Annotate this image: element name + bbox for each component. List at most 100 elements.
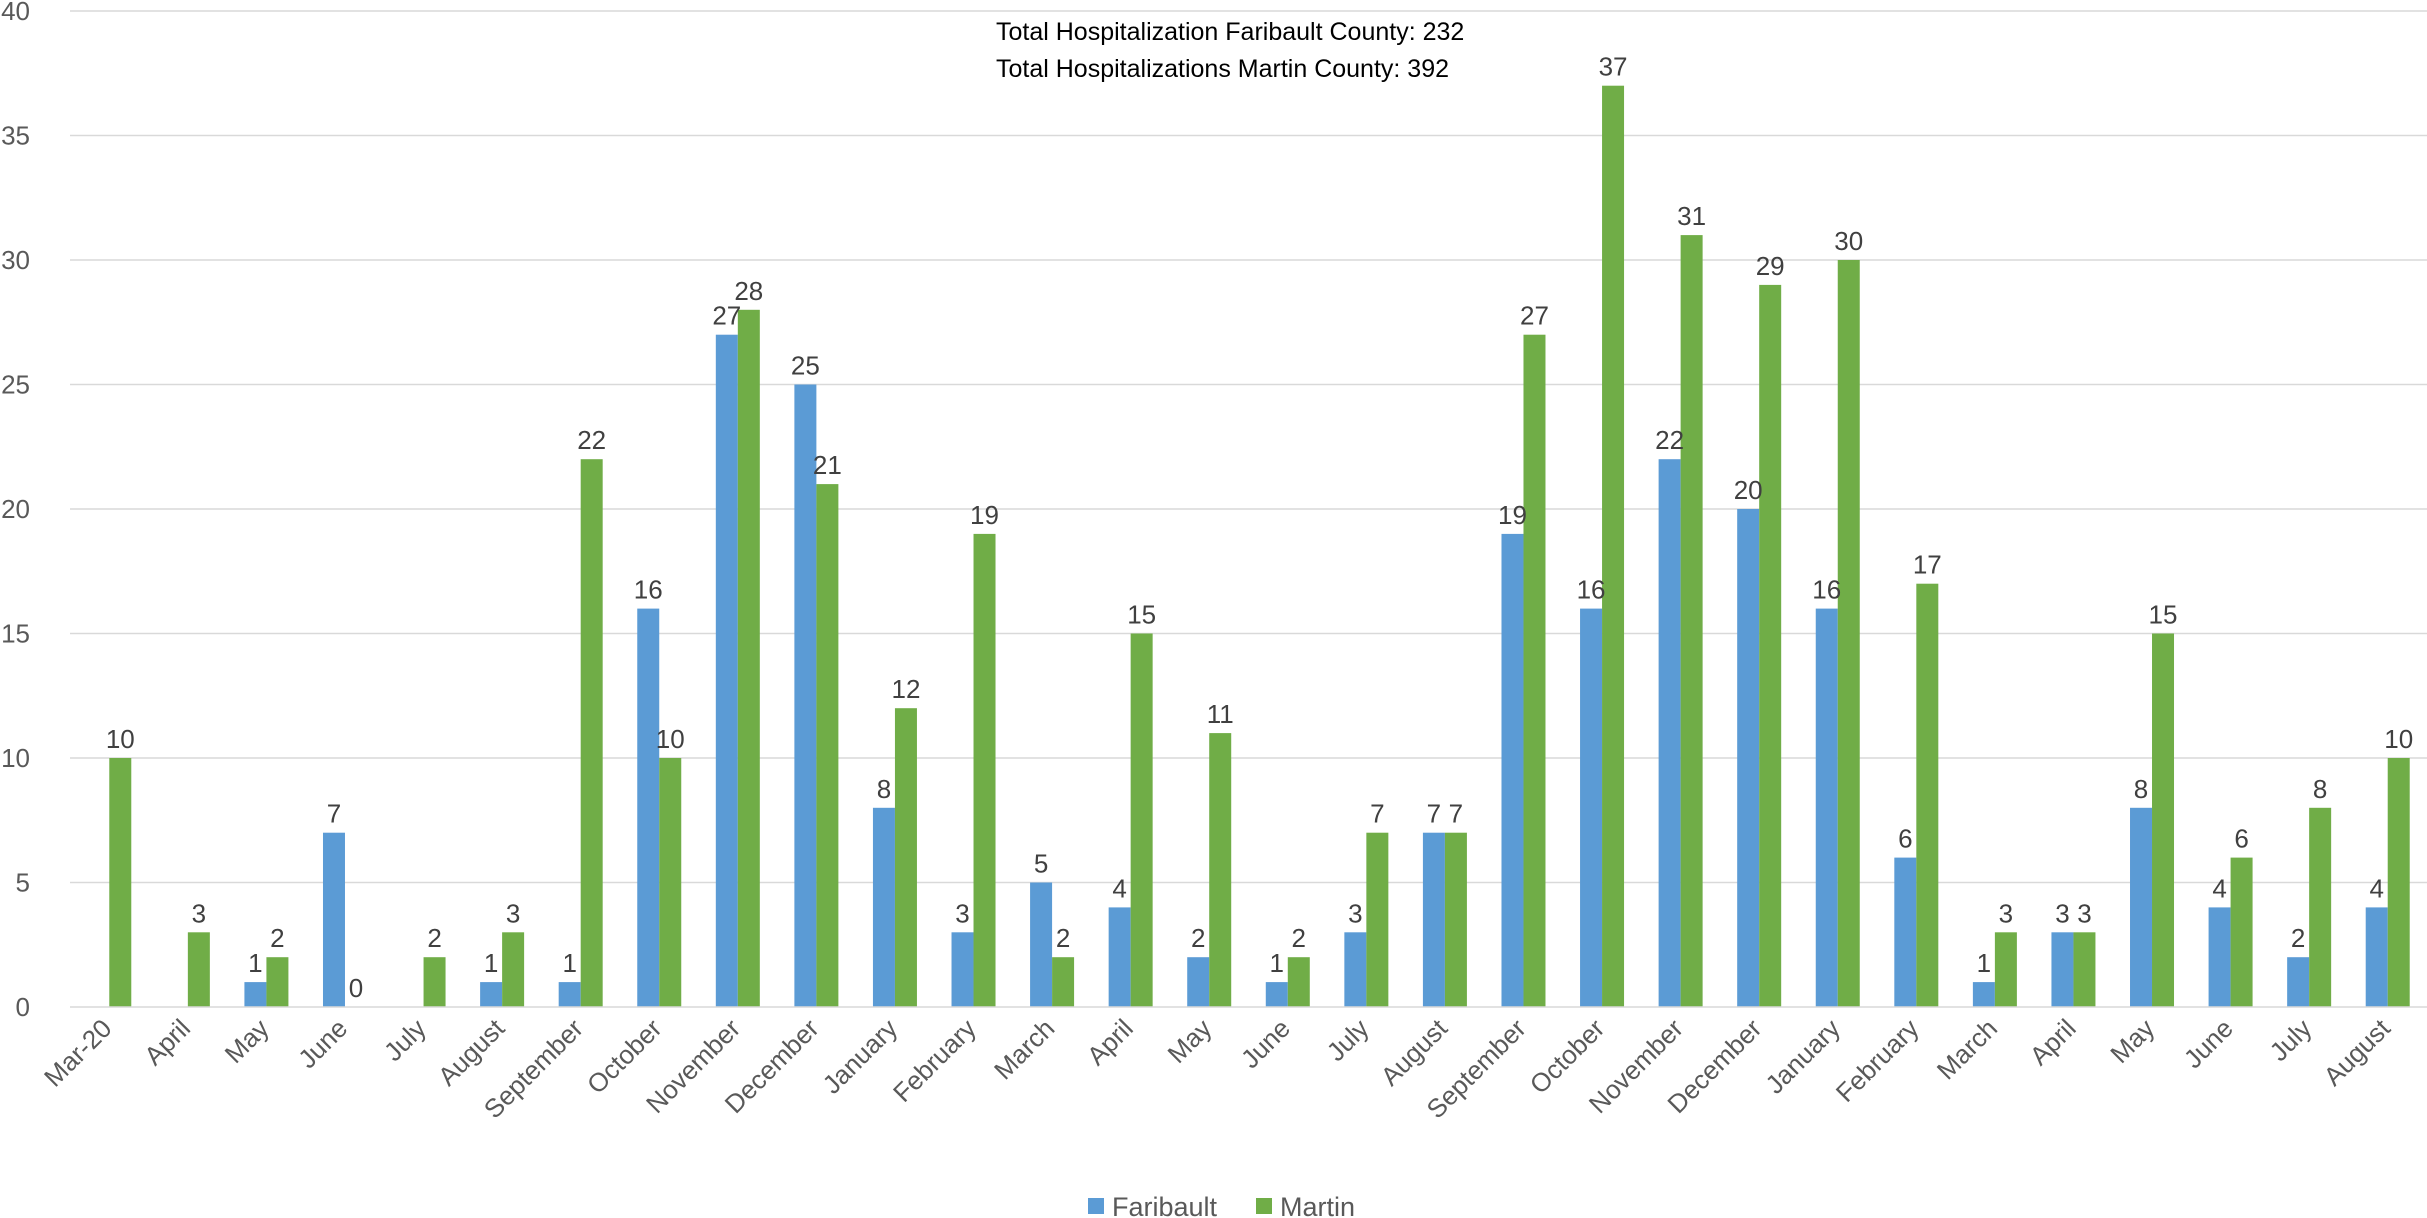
- x-tick-label: June: [2178, 1013, 2239, 1074]
- data-label-martin: 17: [1913, 550, 1942, 580]
- data-label-faribault: 1: [1977, 948, 1991, 978]
- legend: Faribault Martin: [1088, 1192, 1355, 1218]
- y-tick-label: 20: [1, 494, 30, 524]
- bar-faribault: [2051, 932, 2074, 1007]
- bar-faribault: [1501, 533, 1524, 1007]
- data-label-faribault: 20: [1734, 475, 1763, 505]
- data-label-faribault: 16: [1812, 575, 1841, 605]
- x-tick-label: Mar-20: [38, 1013, 117, 1092]
- bar-martin: [502, 932, 525, 1007]
- y-tick-label: 5: [16, 868, 30, 898]
- bar-martin: [2309, 807, 2332, 1007]
- bar-faribault: [1580, 608, 1603, 1007]
- y-tick-label: 40: [1, 0, 30, 26]
- bar-faribault: [2130, 807, 2153, 1007]
- legend-label-faribault: Faribault: [1112, 1192, 1218, 1218]
- data-label-martin: 0: [349, 973, 363, 1003]
- bar-faribault: [558, 982, 581, 1007]
- bar-martin: [1287, 957, 1310, 1007]
- bar-faribault: [322, 832, 345, 1007]
- data-label-faribault: 3: [2055, 898, 2069, 928]
- bar-faribault: [2365, 907, 2388, 1007]
- bar-faribault: [1815, 608, 1838, 1007]
- bar-martin: [816, 484, 839, 1008]
- data-label-faribault: 2: [2291, 923, 2305, 953]
- y-tick-label: 25: [1, 370, 30, 400]
- data-label-faribault: 27: [712, 301, 741, 331]
- y-axis-ticks: 0 5 10 15 20 25 30 35 40: [1, 0, 30, 1022]
- y-tick-label: 15: [1, 619, 30, 649]
- data-label-martin: 2: [270, 923, 284, 953]
- data-label-martin: 2: [1056, 923, 1070, 953]
- data-label-faribault: 19: [1498, 500, 1527, 530]
- data-label-martin: 28: [734, 276, 763, 306]
- data-label-martin: 3: [506, 898, 520, 928]
- legend-label-martin: Martin: [1280, 1192, 1355, 1218]
- x-axis-ticks: Mar-20 April May June July AugustSeptemberOct…: [38, 1012, 2396, 1124]
- data-label-martin: 3: [192, 898, 206, 928]
- bar-martin: [2073, 932, 2096, 1007]
- x-tick-label: April: [2024, 1013, 2082, 1071]
- data-label-martin: 3: [1999, 898, 2013, 928]
- data-label-faribault: 4: [2212, 873, 2226, 903]
- bar-martin: [1444, 832, 1467, 1007]
- bar-martin: [737, 309, 760, 1007]
- y-tick-label: 35: [1, 121, 30, 151]
- bar-faribault: [1972, 982, 1995, 1007]
- bar-martin: [1759, 284, 1782, 1007]
- bar-faribault: [1265, 982, 1288, 1007]
- data-label-martin: 30: [1834, 226, 1863, 256]
- bar-faribault: [637, 608, 660, 1007]
- bar-faribault: [1737, 509, 1760, 1007]
- bars: [109, 85, 2410, 1008]
- bar-martin: [266, 957, 289, 1007]
- bar-faribault: [1030, 882, 1053, 1007]
- bar-martin: [109, 758, 132, 1007]
- bar-faribault: [951, 932, 974, 1007]
- data-label-faribault: 16: [634, 575, 663, 605]
- x-tick-label: May: [1162, 1013, 1218, 1069]
- x-tick-label: August: [1375, 1012, 1454, 1091]
- data-label-faribault: 1: [562, 948, 576, 978]
- x-tick-label: June: [292, 1013, 353, 1074]
- bar-martin: [1916, 583, 1939, 1007]
- bar-faribault: [1658, 459, 1681, 1007]
- data-label-martin: 15: [1127, 600, 1156, 630]
- data-label-martin: 29: [1756, 251, 1785, 281]
- bar-faribault: [1894, 857, 1917, 1007]
- x-tick-label: July: [1321, 1013, 1375, 1067]
- data-label-faribault: 25: [791, 351, 820, 381]
- legend-swatch-martin: [1256, 1198, 1272, 1214]
- data-label-martin: 19: [970, 500, 999, 530]
- data-label-martin: 12: [891, 674, 920, 704]
- data-label-martin: 2: [427, 923, 441, 953]
- data-labels: 1031270213122161027282521812319524152111…: [106, 52, 2413, 1003]
- x-tick-label: April: [1081, 1013, 1139, 1071]
- data-label-martin: 7: [1449, 799, 1463, 829]
- bar-martin: [1130, 633, 1153, 1007]
- x-tick-label: August: [432, 1012, 511, 1091]
- bar-martin: [2152, 633, 2175, 1007]
- bar-faribault: [1344, 932, 1367, 1007]
- data-label-faribault: 2: [1191, 923, 1205, 953]
- bar-martin: [2230, 857, 2253, 1007]
- bar-martin: [894, 708, 917, 1007]
- bar-martin: [1680, 235, 1703, 1008]
- x-tick-label: June: [1235, 1013, 1296, 1074]
- legend-swatch-faribault: [1088, 1198, 1104, 1214]
- data-label-faribault: 4: [1112, 873, 1126, 903]
- annotation-martin-total: Total Hospitalizations Martin County: 39…: [996, 55, 1449, 83]
- bar-martin: [1052, 957, 1075, 1007]
- data-label-martin: 3: [2077, 898, 2091, 928]
- y-tick-label: 30: [1, 245, 30, 275]
- data-label-faribault: 4: [2369, 873, 2383, 903]
- data-label-faribault: 7: [327, 799, 341, 829]
- x-tick-label: July: [378, 1013, 432, 1067]
- data-label-faribault: 3: [955, 898, 969, 928]
- data-label-faribault: 8: [877, 774, 891, 804]
- data-label-martin: 6: [2234, 824, 2248, 854]
- x-tick-label: March: [1931, 1013, 2003, 1085]
- data-label-martin: 10: [656, 724, 685, 754]
- data-label-martin: 37: [1599, 52, 1628, 82]
- bar-faribault: [2287, 957, 2310, 1007]
